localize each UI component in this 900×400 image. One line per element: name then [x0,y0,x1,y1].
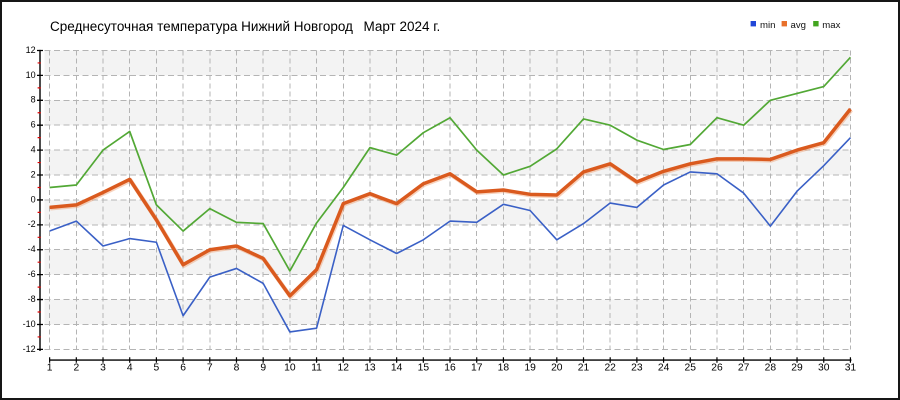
svg-text:26: 26 [711,362,723,373]
svg-text:10: 10 [284,362,296,373]
svg-text:29: 29 [791,362,803,373]
svg-text:11: 11 [311,362,322,373]
svg-text:17: 17 [471,362,483,373]
svg-text:15: 15 [418,362,430,373]
svg-text:4: 4 [31,145,36,155]
svg-text:23: 23 [631,362,643,373]
svg-text:25: 25 [685,362,697,373]
svg-text:9: 9 [260,362,266,373]
svg-text:16: 16 [444,362,456,373]
svg-text:13: 13 [364,362,376,373]
svg-text:14: 14 [391,362,403,373]
svg-text:6: 6 [31,120,36,130]
svg-text:max: max [822,20,840,31]
svg-text:6: 6 [180,362,186,373]
svg-text:-2: -2 [28,219,36,229]
svg-text:2: 2 [73,362,79,373]
svg-text:8: 8 [31,95,36,105]
svg-text:8: 8 [234,362,240,373]
svg-text:31: 31 [845,362,857,373]
svg-text:20: 20 [551,362,563,373]
svg-text:12: 12 [338,362,350,373]
svg-text:min: min [760,20,775,31]
svg-text:27: 27 [738,362,750,373]
svg-text:10: 10 [26,70,36,80]
svg-text:7: 7 [207,362,213,373]
svg-text:0: 0 [31,194,36,204]
svg-text:-4: -4 [28,244,36,254]
svg-text:-6: -6 [28,269,36,279]
svg-text:1: 1 [47,362,53,373]
svg-text:24: 24 [658,362,670,373]
svg-text:3: 3 [100,362,106,373]
svg-text:4: 4 [127,362,133,373]
svg-text:12: 12 [26,45,36,55]
svg-text:2: 2 [31,169,36,179]
svg-text:-12: -12 [23,344,36,354]
svg-text:Среднесуточная температура Ниж: Среднесуточная температура Нижний Новгор… [50,19,440,34]
svg-text:-8: -8 [28,294,36,304]
svg-text:avg: avg [791,20,806,31]
svg-text:19: 19 [524,362,536,373]
svg-text:28: 28 [765,362,777,373]
svg-text:18: 18 [498,362,510,373]
svg-text:22: 22 [604,362,616,373]
svg-text:21: 21 [578,362,590,373]
svg-text:5: 5 [154,362,160,373]
svg-text:30: 30 [818,362,830,373]
svg-text:-10: -10 [23,319,36,329]
